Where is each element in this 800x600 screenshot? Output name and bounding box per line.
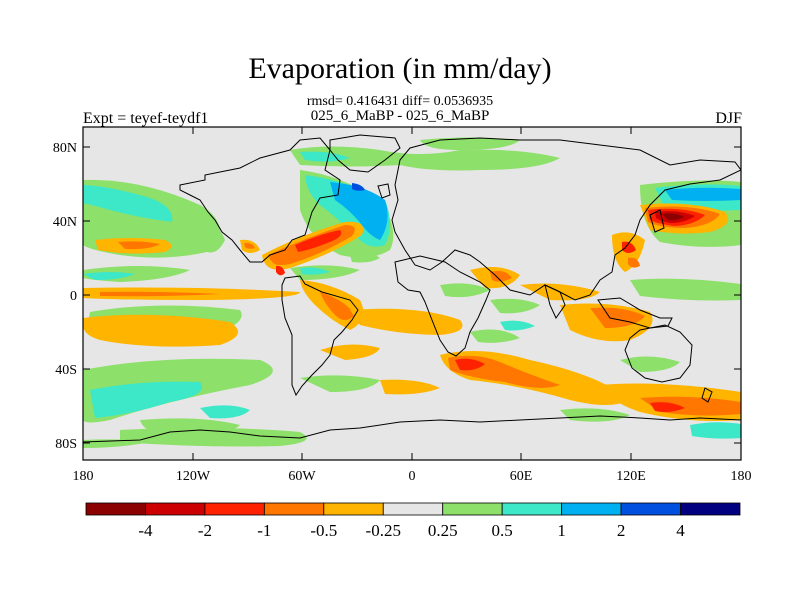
lon-tick-label: 0: [409, 469, 416, 484]
colorbar-swatch: [442, 502, 503, 516]
colorbar-label: 2: [617, 521, 626, 540]
coastline-africa: [394, 255, 491, 357]
lon-tick-label: 60E: [510, 469, 533, 484]
colorbar-swatch: [561, 502, 622, 516]
coastline-north-america: [179, 137, 341, 263]
field-patch: [244, 242, 255, 249]
colorbar-swatch: [620, 502, 681, 516]
lat-tick-label: 40S: [55, 363, 77, 378]
lon-tick-label: 180: [731, 469, 752, 484]
lat-axis-labels: 80N 40N 0 40S 80S: [53, 141, 77, 452]
colorbar-label: -0.5: [310, 521, 337, 540]
colorbar-label: -1: [257, 521, 271, 540]
field-patch: [300, 267, 330, 275]
field-patch: [180, 208, 225, 253]
coastline-eurasia: [391, 137, 741, 301]
coastline-maritime: [597, 297, 673, 329]
lat-tick-label: 0: [70, 289, 77, 304]
map-title: Evaporation (in mm/day): [248, 52, 552, 85]
field-patch: [380, 379, 440, 395]
field-patch: [300, 375, 380, 392]
field-patch: [690, 422, 741, 439]
coastline-greenland: [329, 134, 401, 173]
field-patch: [622, 241, 636, 253]
field-patch: [276, 265, 285, 276]
field-patch: [560, 408, 630, 422]
field-patch: [100, 291, 220, 297]
lon-tick-label: 120W: [176, 469, 211, 484]
field-patch: [83, 185, 173, 222]
coastline-antarctica: [83, 415, 741, 443]
colorbar-label: -2: [198, 521, 212, 540]
field-patch: [350, 308, 463, 335]
lat-tick-label: 40N: [53, 215, 77, 230]
field-patch: [83, 272, 135, 280]
colorbar-label: -0.25: [366, 521, 401, 540]
lon-tick-label: 60W: [288, 469, 316, 484]
coastline-south-america: [281, 275, 359, 397]
field-patch: [352, 183, 365, 191]
lat-tick-label: 80S: [55, 437, 77, 452]
anomaly-field: [83, 137, 741, 448]
field-patch: [590, 307, 645, 328]
colorbar-swatch: [263, 502, 325, 516]
field-patch: [662, 213, 684, 221]
colorbar-swatch: [85, 502, 146, 516]
lon-axis-labels: 180 120W 60W 0 60E 120E 180: [73, 469, 752, 484]
field-patch: [490, 270, 512, 282]
colorbar-label: 0.25: [428, 521, 458, 540]
stats-line: rmsd= 0.416431 diff= 0.0536935: [306, 94, 494, 109]
field-patch: [330, 182, 388, 240]
field-patch: [83, 314, 238, 347]
field-patch: [200, 405, 250, 419]
colorbar-label: -4: [138, 521, 153, 540]
coastline-india: [544, 284, 566, 320]
colorbar-label: 0.5: [492, 521, 513, 540]
colorbar-label: 1: [557, 521, 566, 540]
colorbar-label: 4: [676, 521, 685, 540]
axis-ticks: [82, 127, 742, 460]
field-patch: [470, 329, 520, 343]
field-patch: [490, 298, 540, 314]
coastline-australia: [624, 324, 693, 383]
lon-tick-label: 180: [73, 469, 94, 484]
field-patch: [350, 253, 380, 263]
lat-tick-label: 80N: [53, 141, 77, 156]
experiment-label: Expt = teyef-teydf1: [83, 110, 209, 127]
colorbar-swatch: [680, 502, 741, 516]
coastline-uk: [377, 183, 391, 199]
field-patch: [420, 137, 520, 150]
field-patch: [455, 358, 485, 371]
field-patch: [440, 283, 490, 298]
coastlines: [83, 134, 741, 443]
coastline-new-zealand: [701, 387, 713, 403]
case-label: 025_6_MaBP - 025_6_MaBP: [310, 108, 490, 124]
season-label: DJF: [715, 110, 742, 127]
field-patch: [320, 292, 355, 320]
colorbar-swatch: [145, 502, 206, 516]
field-patch: [295, 230, 342, 252]
field-patch: [665, 187, 741, 201]
colorbar-swatch: [382, 502, 444, 516]
field-patch: [620, 356, 680, 372]
colorbar-swatch: [501, 502, 563, 516]
field-patch: [630, 278, 741, 301]
coastline-japan: [649, 209, 665, 233]
field-patch: [118, 241, 160, 250]
colorbar-swatch: [204, 502, 265, 516]
field-patch: [290, 146, 560, 171]
lon-tick-label: 120E: [616, 469, 646, 484]
colorbar-swatch: [323, 502, 384, 516]
field-patch: [272, 254, 285, 265]
field-patch: [320, 344, 380, 360]
field-patch: [650, 402, 685, 412]
field-patch: [90, 381, 202, 418]
field-patch: [628, 257, 640, 268]
field-patch: [500, 320, 535, 331]
